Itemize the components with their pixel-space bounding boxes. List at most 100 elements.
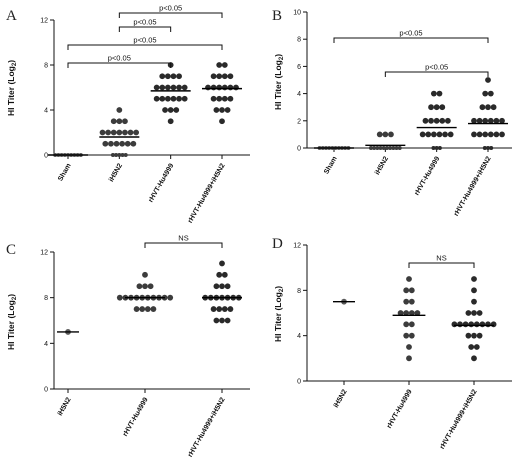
- data-point: [485, 321, 491, 328]
- category-label: rHVT-Hu4999: [122, 396, 150, 437]
- data-point: [425, 131, 432, 138]
- category-label: Sham: [323, 156, 339, 176]
- data-point: [176, 84, 182, 91]
- data-point: [434, 146, 439, 150]
- data-point: [133, 306, 140, 312]
- data-point: [476, 117, 483, 124]
- data-point: [471, 276, 477, 282]
- data-point: [164, 84, 171, 91]
- data-point: [164, 73, 171, 80]
- y-axis-title: HI Titer (Log2): [273, 54, 285, 110]
- data-point: [493, 117, 500, 124]
- y-tick-label: 8: [297, 288, 301, 295]
- significance-label: p<0.05: [399, 29, 422, 38]
- panel-a: A 0 4 8 12 HI Titer (Log2) Sham iH5N2 rHVT-Hu499…: [6, 4, 250, 224]
- data-point: [147, 283, 154, 290]
- data-point: [384, 146, 389, 150]
- data-point: [170, 84, 177, 91]
- data-point: [159, 73, 166, 80]
- data-point: [482, 146, 487, 150]
- data-point: [227, 306, 234, 312]
- data-point: [408, 321, 415, 328]
- data-point: [108, 140, 114, 147]
- data-point: [142, 271, 148, 278]
- data-point: [397, 310, 404, 316]
- data-point: [216, 95, 223, 102]
- data-point: [394, 146, 399, 150]
- data-point: [216, 73, 223, 80]
- data-point: [181, 95, 188, 102]
- y-tick-label: 8: [44, 295, 48, 302]
- data-point: [99, 129, 106, 136]
- data-point: [219, 283, 225, 290]
- data-point: [422, 117, 429, 124]
- data-point: [116, 118, 123, 125]
- y-tick-label: 12: [40, 250, 48, 257]
- data-point: [213, 107, 220, 113]
- data-point: [414, 310, 421, 316]
- significance-label: p<0.05: [159, 4, 182, 13]
- data-point: [110, 153, 115, 157]
- category-label: rHVT-Hu4999+iH5N2: [187, 396, 227, 458]
- y-axis-title: HI Titer (Log2): [6, 60, 18, 116]
- data-point: [123, 153, 128, 157]
- y-tick-label: 0: [297, 379, 301, 386]
- data-point: [142, 283, 148, 290]
- data-point: [153, 95, 160, 102]
- data-point: [408, 287, 415, 294]
- data-point: [216, 84, 223, 91]
- data-point: [176, 95, 182, 102]
- data-point: [150, 306, 157, 312]
- data-point: [487, 90, 494, 97]
- y-tick-label: 12: [293, 243, 301, 250]
- data-point: [403, 298, 410, 305]
- data-point: [153, 84, 160, 91]
- data-point: [468, 344, 475, 350]
- category-label: rHVT-Hu4999: [386, 388, 414, 429]
- data-point: [210, 306, 217, 312]
- data-point: [102, 140, 109, 147]
- data-point: [221, 84, 228, 91]
- panel-d: D 0 4 8 12 HI Titer (Log2) iH5N2 rHVT-Hu4999 rHV…: [272, 236, 512, 450]
- data-point: [116, 107, 123, 113]
- y-tick-label: 6: [297, 64, 301, 71]
- data-point: [216, 306, 223, 312]
- data-point: [139, 306, 146, 312]
- significance-label: NS: [436, 254, 446, 263]
- data-point: [499, 117, 505, 124]
- data-point: [372, 146, 377, 150]
- data-point: [465, 332, 472, 339]
- data-point: [133, 129, 140, 136]
- data-point: [471, 355, 477, 362]
- data-point: [471, 131, 477, 138]
- data-point: [465, 310, 472, 316]
- panel-letter: A: [6, 8, 17, 24]
- category-label: rHVT-Hu4999+iH5N2: [439, 388, 479, 450]
- category-label: rHVT-Hu4999+iH5N2: [187, 162, 227, 224]
- data-point: [485, 77, 491, 83]
- data-point: [122, 118, 128, 125]
- data-point: [485, 104, 491, 111]
- data-point: [116, 294, 123, 301]
- data-point: [205, 84, 211, 91]
- data-point: [221, 95, 228, 102]
- data-point: [403, 310, 410, 316]
- panel-letter: C: [6, 242, 16, 258]
- data-point: [388, 146, 393, 150]
- panel-letter: B: [272, 8, 282, 24]
- data-point: [442, 131, 448, 138]
- data-point: [431, 146, 436, 150]
- panel-letter: D: [272, 236, 283, 252]
- data-point: [227, 73, 234, 80]
- data-point: [436, 90, 443, 97]
- data-point: [476, 332, 483, 339]
- data-point: [457, 321, 463, 328]
- data-point: [378, 146, 383, 150]
- data-point: [170, 95, 177, 102]
- category-label: rHVT-Hu4999: [414, 155, 442, 196]
- data-point: [216, 62, 223, 68]
- significance-bracket: [67, 44, 223, 50]
- data-point: [471, 298, 477, 305]
- data-point: [144, 306, 151, 312]
- data-point: [162, 107, 168, 113]
